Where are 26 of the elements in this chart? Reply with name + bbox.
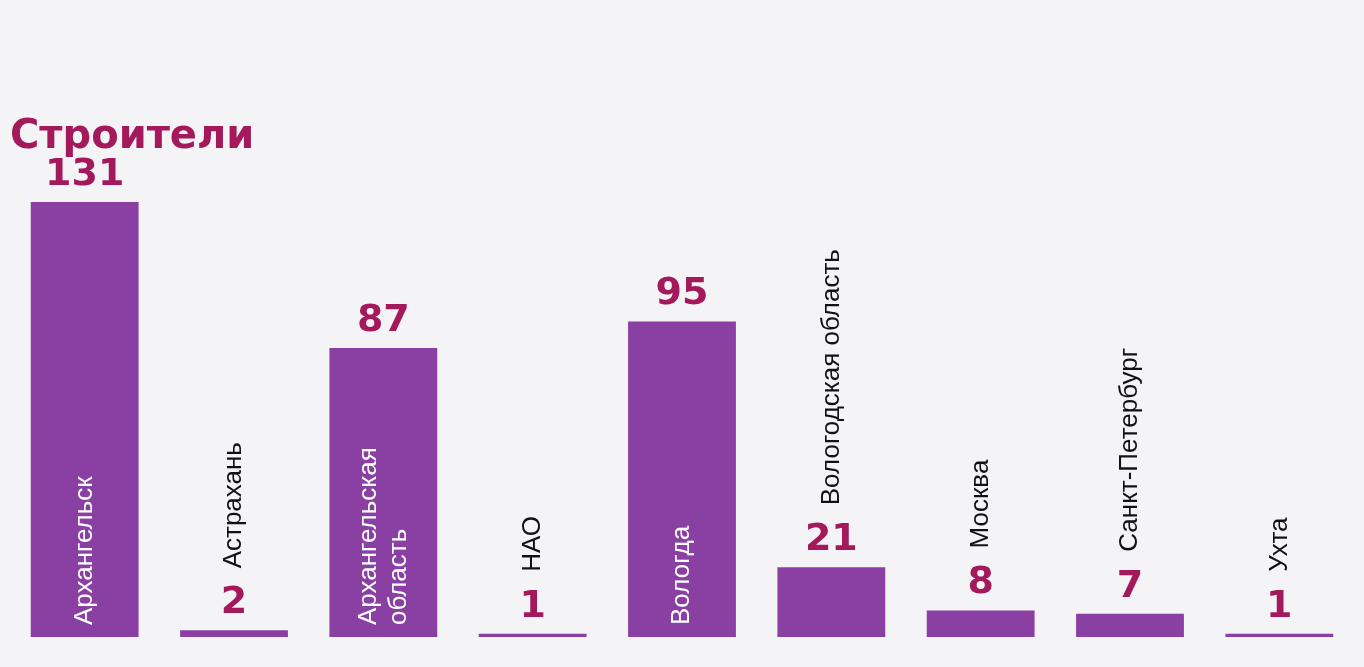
data-label: 1 xyxy=(1266,581,1293,626)
x-tick-label: Астрахань xyxy=(217,442,248,569)
x-tick-label: Архангельская область xyxy=(351,447,412,625)
bar xyxy=(777,567,886,637)
data-label: 87 xyxy=(356,295,410,340)
data-label: 2 xyxy=(220,578,248,623)
x-tick-label: Вологда xyxy=(665,525,696,625)
data-label: 1 xyxy=(519,581,546,626)
data-label: 95 xyxy=(655,269,709,314)
x-tick-label: Архангельск xyxy=(67,475,98,625)
bar xyxy=(478,633,587,637)
bar xyxy=(1076,613,1184,637)
data-label: 7 xyxy=(1116,561,1144,606)
x-tick-label: Вологодская область xyxy=(814,249,845,506)
bar xyxy=(329,348,438,637)
x-tick-label: Москва xyxy=(963,459,994,549)
bar xyxy=(926,610,1035,637)
data-label: 8 xyxy=(967,558,994,603)
x-tick-label: НАО xyxy=(515,515,546,572)
bar xyxy=(1225,633,1334,637)
bar xyxy=(180,630,288,637)
x-tick-label: Санкт-Петербург xyxy=(1113,347,1144,552)
bar xyxy=(30,201,139,637)
bar xyxy=(628,321,736,637)
data-label: 21 xyxy=(804,515,858,560)
x-tick-label: Ухта xyxy=(1262,517,1293,572)
